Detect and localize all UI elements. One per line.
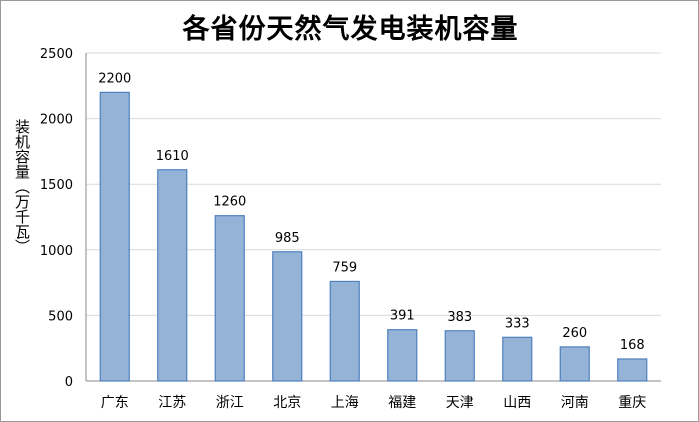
y-tick-label: 2500 bbox=[40, 47, 73, 62]
x-tick-label: 山西 bbox=[503, 395, 531, 411]
x-tick-label: 重庆 bbox=[618, 395, 646, 411]
data-label: 260 bbox=[562, 326, 587, 341]
data-label: 1610 bbox=[156, 149, 189, 164]
y-tick-label: 500 bbox=[48, 309, 73, 324]
data-label: 391 bbox=[390, 309, 415, 324]
y-tick-label: 0 bbox=[65, 375, 73, 390]
bar bbox=[99, 91, 130, 382]
data-label: 985 bbox=[275, 231, 300, 246]
data-label: 383 bbox=[447, 310, 472, 325]
data-label: 759 bbox=[332, 260, 357, 275]
bar bbox=[559, 346, 590, 382]
bar bbox=[444, 330, 475, 382]
chart-title: 各省份天然气发电装机容量 bbox=[182, 14, 519, 45]
y-tick-label: 1500 bbox=[40, 178, 73, 193]
bar bbox=[502, 336, 533, 382]
data-label: 333 bbox=[505, 316, 530, 331]
y-axis-label: 装机容量（万千瓦） bbox=[13, 119, 31, 254]
x-tick-label: 福建 bbox=[388, 395, 416, 411]
x-tick-label: 天津 bbox=[446, 395, 474, 411]
y-tick-label: 2000 bbox=[40, 113, 73, 128]
bar bbox=[387, 329, 418, 382]
bar bbox=[157, 169, 188, 382]
data-label: 2200 bbox=[98, 71, 131, 86]
bar bbox=[214, 215, 245, 382]
data-label: 1260 bbox=[213, 195, 246, 210]
bar bbox=[272, 251, 303, 382]
x-tick-label: 河南 bbox=[561, 395, 589, 411]
y-tick-label: 1000 bbox=[40, 244, 73, 259]
x-tick-label: 广东 bbox=[101, 395, 129, 411]
bar bbox=[617, 358, 648, 382]
x-tick-label: 上海 bbox=[331, 395, 359, 411]
x-tick-label: 江苏 bbox=[158, 395, 186, 411]
data-label: 168 bbox=[620, 338, 645, 353]
x-tick-label: 浙江 bbox=[216, 395, 244, 411]
bar bbox=[329, 280, 360, 382]
x-tick-label: 北京 bbox=[273, 395, 301, 411]
